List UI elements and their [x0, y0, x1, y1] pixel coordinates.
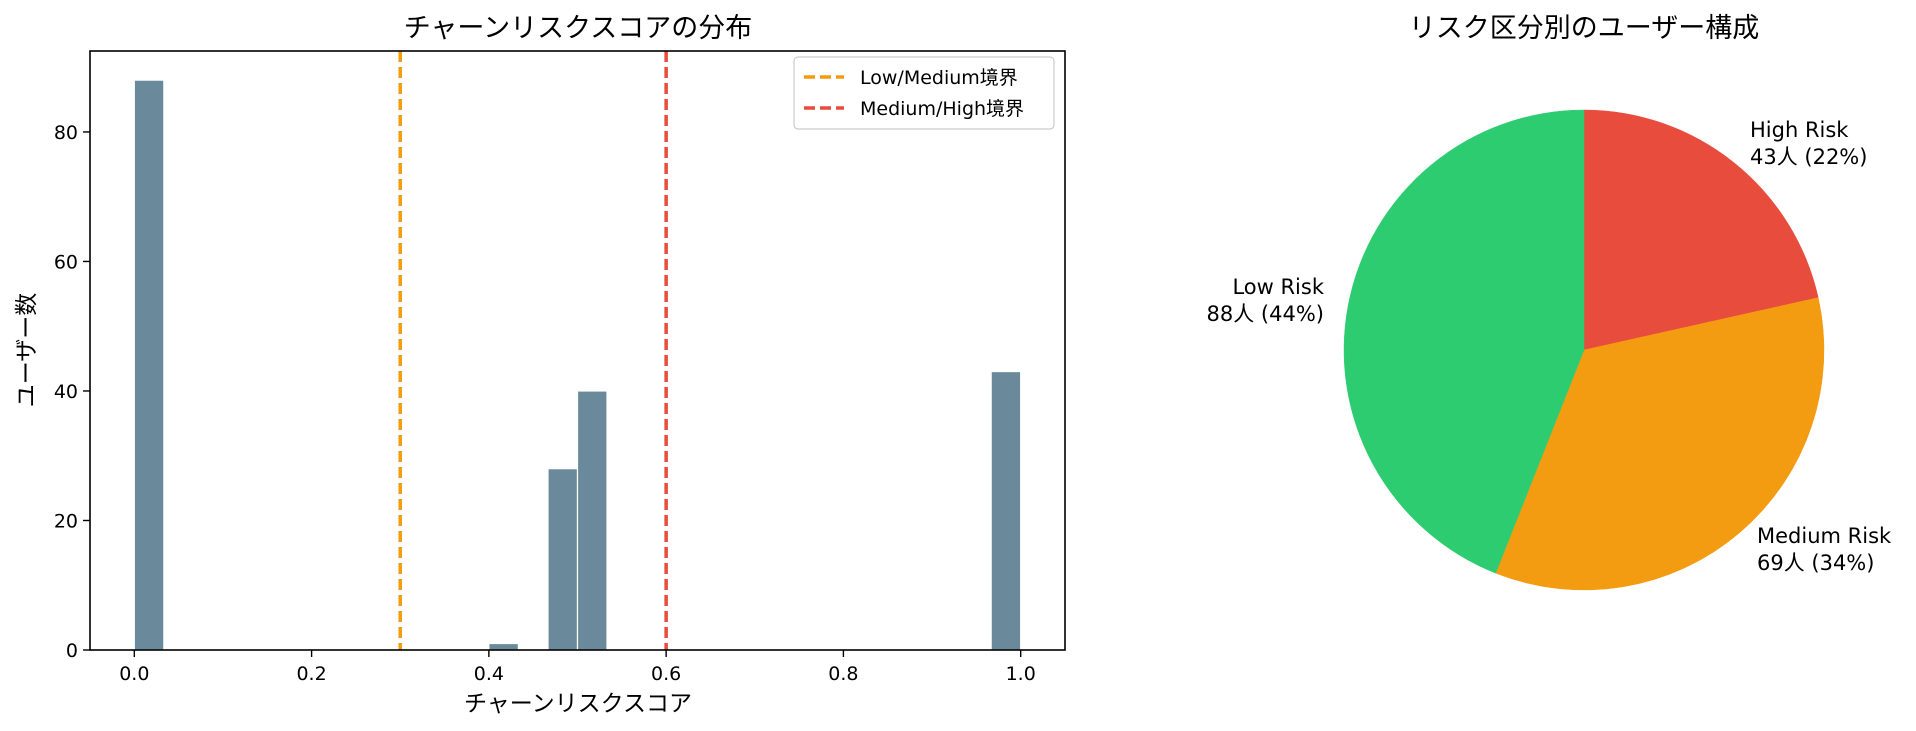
- x-tick-label: 0.4: [474, 663, 504, 685]
- slice-label-high: High Risk: [1750, 118, 1849, 142]
- y-tick-label: 60: [54, 251, 78, 273]
- legend-box: [793, 56, 1055, 130]
- pie-title: リスク区分別のユーザー構成: [1409, 13, 1759, 44]
- x-tick-label: 0.6: [651, 663, 681, 685]
- legend-label-medium-high: Medium/High境界: [860, 98, 1024, 120]
- x-tick-label: 0.0: [119, 663, 149, 685]
- x-tick-label: 0.2: [296, 663, 326, 685]
- slice-value-medium: 69人 (34%): [1757, 551, 1874, 575]
- slice-label-medium: Medium Risk: [1757, 524, 1892, 548]
- histogram-bar: [576, 390, 608, 651]
- histogram-bar: [990, 370, 1022, 651]
- pie-slice-low: [1343, 109, 1585, 574]
- reference-lines: [398, 51, 668, 650]
- histogram-title: チャーンリスクスコアの分布: [404, 13, 753, 44]
- y-tick-label: 0: [66, 640, 78, 662]
- x-tick-label: 0.8: [828, 663, 858, 685]
- y-axis-ticks: 0 20 40 60 80: [54, 122, 90, 662]
- pie-slices: [1343, 109, 1825, 591]
- y-tick-label: 20: [54, 510, 78, 532]
- y-tick-label: 40: [54, 381, 78, 403]
- slice-value-high: 43人 (22%): [1750, 145, 1867, 169]
- pie-panel: リスク区分別のユーザー構成 High Risk 43人 (22%) Medium…: [1207, 13, 1892, 591]
- y-axis-label: ユーザー数: [14, 293, 40, 408]
- pie-slice-high: [1583, 109, 1819, 351]
- histogram-panel: チャーンリスクスコアの分布 0.0 0.2 0.4 0.6 0.8 1.0 0 20 40 60…: [14, 13, 1066, 717]
- y-tick-label: 80: [54, 122, 78, 144]
- pie-slice-medium: [1495, 297, 1825, 591]
- legend: Low/Medium境界 Medium/High境界: [793, 56, 1055, 130]
- x-tick-label: 1.0: [1006, 663, 1036, 685]
- histogram-bar: [133, 79, 165, 651]
- histogram-bar: [488, 642, 519, 651]
- slice-label-low: Low Risk: [1232, 275, 1324, 299]
- pie-labels: High Risk 43人 (22%) Medium Risk 69人 (34%…: [1207, 118, 1892, 575]
- plot-frame: [89, 50, 1066, 651]
- histogram-bars: [133, 79, 1022, 651]
- histogram-bar: [547, 468, 579, 651]
- x-axis-label: チャーンリスクスコア: [464, 691, 692, 717]
- slice-value-low: 88人 (44%): [1207, 302, 1324, 326]
- legend-label-low-medium: Low/Medium境界: [860, 67, 1018, 89]
- x-axis-ticks: 0.0 0.2 0.4 0.6 0.8 1.0: [119, 650, 1036, 685]
